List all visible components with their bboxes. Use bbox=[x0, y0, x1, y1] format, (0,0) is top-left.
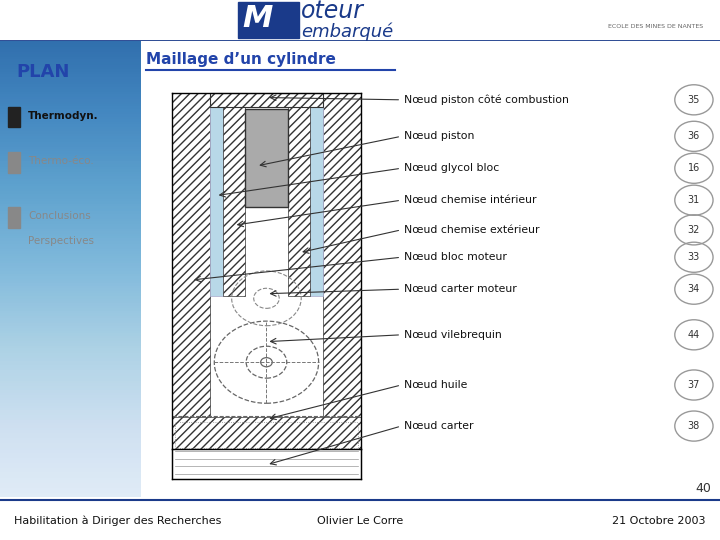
Text: Nœud bloc moteur: Nœud bloc moteur bbox=[404, 252, 507, 262]
Text: oteur: oteur bbox=[301, 0, 364, 23]
Text: 16: 16 bbox=[688, 163, 700, 173]
Bar bbox=[210, 93, 222, 296]
Text: 32: 32 bbox=[688, 225, 700, 235]
Text: Nœud chemise intérieur: Nœud chemise intérieur bbox=[404, 195, 536, 205]
Bar bbox=[172, 417, 361, 449]
Text: 40: 40 bbox=[696, 482, 711, 495]
Bar bbox=[172, 449, 361, 478]
Text: 33: 33 bbox=[688, 252, 700, 262]
Bar bbox=[175, 422, 358, 448]
Text: 44: 44 bbox=[688, 330, 700, 340]
Bar bbox=[222, 93, 245, 296]
Text: Nœud vilebrequin: Nœud vilebrequin bbox=[404, 330, 502, 340]
Text: Conclusions: Conclusions bbox=[28, 211, 91, 221]
Text: 36: 36 bbox=[688, 131, 700, 141]
Bar bbox=[238, 2, 299, 38]
Text: Nœud glycol bloc: Nœud glycol bloc bbox=[404, 163, 500, 173]
Text: 37: 37 bbox=[688, 380, 700, 390]
Text: 38: 38 bbox=[688, 421, 700, 431]
Bar bbox=[288, 93, 310, 296]
Text: Nœud chemise extérieur: Nœud chemise extérieur bbox=[404, 225, 539, 235]
Text: M: M bbox=[243, 4, 273, 33]
Bar bbox=[172, 93, 210, 449]
Text: 31: 31 bbox=[688, 195, 700, 205]
Text: Maillage d’un cylindre: Maillage d’un cylindre bbox=[146, 52, 336, 67]
Text: Habilitation à Diriger des Recherches: Habilitation à Diriger des Recherches bbox=[14, 515, 222, 526]
Text: Thermo-éco.: Thermo-éco. bbox=[28, 157, 94, 166]
Text: 34: 34 bbox=[688, 284, 700, 294]
Text: 21 Octobre 2003: 21 Octobre 2003 bbox=[612, 516, 706, 525]
Text: Nœud piston: Nœud piston bbox=[404, 131, 474, 141]
Bar bbox=[323, 93, 361, 449]
Text: 35: 35 bbox=[688, 95, 700, 105]
Text: Nœud carter: Nœud carter bbox=[404, 421, 474, 431]
Bar bbox=[245, 109, 288, 207]
Bar bbox=[9, 207, 19, 227]
Text: Nœud carter moteur: Nœud carter moteur bbox=[404, 284, 517, 294]
Bar bbox=[310, 93, 323, 296]
Bar bbox=[9, 107, 19, 127]
Text: Nœud huile: Nœud huile bbox=[404, 380, 467, 390]
Bar bbox=[9, 152, 19, 173]
Text: Olivier Le Corre: Olivier Le Corre bbox=[317, 516, 403, 525]
Text: embarqué: embarqué bbox=[301, 22, 393, 41]
Text: Thermodyn.: Thermodyn. bbox=[28, 111, 99, 121]
Text: Nœud piston côté combustion: Nœud piston côté combustion bbox=[404, 94, 569, 105]
Bar bbox=[210, 93, 323, 107]
Text: ECOLE DES MINES DE NANTES: ECOLE DES MINES DE NANTES bbox=[608, 24, 703, 29]
Text: Perspectives: Perspectives bbox=[28, 237, 94, 246]
Text: PLAN: PLAN bbox=[17, 63, 71, 82]
